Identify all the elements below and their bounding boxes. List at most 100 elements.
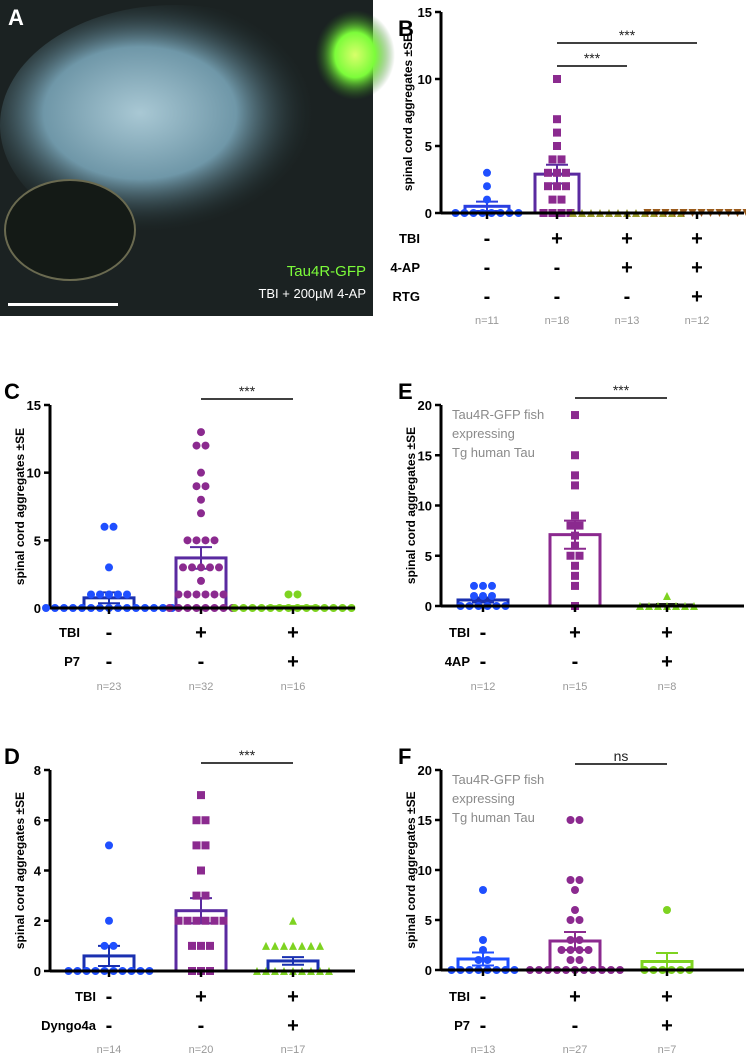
n-count: n=8 (658, 681, 677, 693)
plus-sign: + (691, 228, 703, 250)
data-point (109, 522, 118, 531)
panel-c: C 0 5 10 15 spinal cord aggregates ±SE n=23 n=3… (4, 379, 356, 693)
data-point (575, 551, 584, 560)
data-point (201, 891, 210, 900)
data-point (192, 891, 201, 900)
data-point (553, 142, 561, 150)
data-point (575, 876, 584, 884)
data-point (548, 155, 557, 164)
condition-label: 4-AP (390, 260, 420, 275)
data-point (566, 876, 575, 884)
n-count: n=23 (97, 681, 122, 693)
data-point (553, 115, 561, 124)
panel-letter: C (4, 379, 20, 404)
data-point (183, 916, 192, 925)
n-count: n=13 (615, 315, 640, 327)
condition-label: TBI + 200µM 4-AP (258, 286, 366, 301)
data-point (470, 591, 478, 600)
panel-d: D 0 2 4 6 8 spinal cord aggregates ±SE n=14 n=20… (4, 744, 355, 1056)
condition-label: P7 (64, 654, 80, 669)
data-point (571, 886, 579, 894)
data-point (544, 182, 552, 191)
data-point (571, 561, 579, 570)
scale-bar (8, 303, 118, 306)
n-count: n=11 (475, 315, 499, 327)
data-point (289, 916, 297, 925)
data-point (470, 581, 478, 590)
data-point (571, 531, 579, 540)
panel-letter: D (4, 744, 20, 769)
y-tick-label: 5 (425, 549, 432, 564)
condition-label: TBI (75, 989, 96, 1004)
data-point (557, 195, 566, 204)
plus-sign: + (287, 651, 299, 673)
y-tick-label: 8 (34, 763, 41, 778)
data-point (566, 521, 575, 530)
n-count: n=13 (471, 1044, 496, 1056)
y-tick-label: 0 (34, 601, 41, 616)
data-point (566, 946, 575, 954)
y-axis-label: spinal cord aggregates ±SE (13, 428, 27, 585)
data-point (575, 916, 584, 924)
minus-sign: - (572, 1015, 579, 1037)
significance-label: *** (584, 50, 601, 66)
data-point (557, 946, 566, 954)
y-tick-label: 0 (34, 964, 41, 979)
minus-sign: - (480, 1015, 487, 1037)
data-point (566, 916, 575, 924)
data-point (483, 182, 491, 191)
n-count: n=18 (545, 315, 570, 327)
panel-letter-a: A (8, 5, 24, 30)
data-point (210, 536, 219, 545)
data-point (192, 816, 201, 825)
data-point (201, 536, 210, 545)
panel-letter: B (398, 16, 414, 41)
data-point (219, 916, 228, 925)
data-point (571, 906, 579, 914)
group-1: n=12 (456, 581, 510, 693)
y-tick-label: 15 (418, 813, 432, 828)
data-point (553, 182, 561, 191)
data-point (575, 946, 584, 954)
data-point (210, 916, 219, 925)
condition-label: TBI (59, 625, 80, 640)
data-point (584, 946, 593, 954)
n-count: n=14 (97, 1044, 122, 1056)
data-point (488, 591, 496, 600)
group-2: n=15 (548, 411, 602, 693)
data-point (479, 581, 487, 590)
data-point (289, 941, 297, 950)
data-point (100, 941, 109, 950)
data-point (192, 536, 201, 545)
plus-sign: + (621, 257, 633, 279)
minus-sign: - (480, 986, 487, 1008)
group-3: n=13 (569, 209, 685, 327)
data-point (206, 941, 214, 950)
annotation-line: Tau4R-GFP fish (452, 407, 544, 422)
data-point (201, 816, 210, 825)
n-count: n=16 (281, 681, 306, 693)
y-tick-label: 2 (34, 914, 41, 929)
data-point (192, 841, 201, 850)
data-point (316, 941, 324, 950)
data-point (192, 590, 201, 599)
data-point (663, 591, 671, 600)
plus-sign: + (569, 986, 581, 1008)
data-point (307, 941, 315, 950)
data-point (109, 941, 118, 950)
plus-sign: + (195, 986, 207, 1008)
data-point (566, 936, 575, 944)
data-point (575, 956, 584, 964)
data-point (192, 916, 201, 925)
plus-sign: + (195, 622, 207, 644)
y-tick-label: 0 (425, 963, 432, 978)
y-tick-label: 5 (425, 913, 432, 928)
data-point (284, 590, 293, 599)
data-point (548, 195, 557, 204)
y-tick-label: 15 (418, 5, 432, 20)
data-point (201, 841, 210, 850)
plus-sign: + (661, 622, 673, 644)
